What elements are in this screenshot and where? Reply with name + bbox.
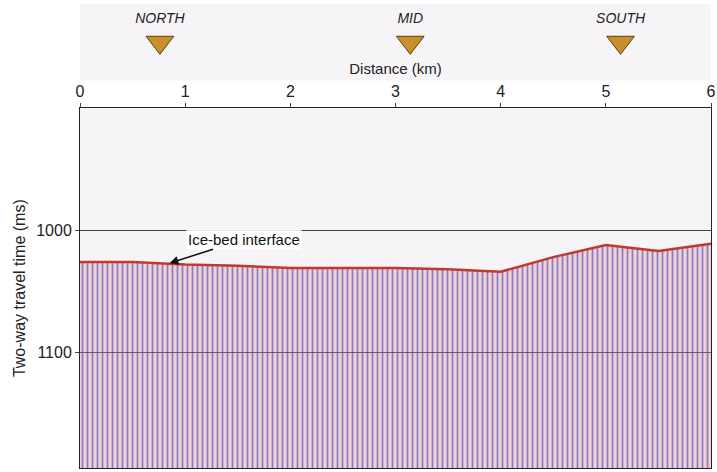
svg-text:NORTH: NORTH (135, 10, 185, 26)
svg-text:Distance (km): Distance (km) (349, 60, 442, 77)
svg-text:3: 3 (391, 83, 400, 100)
svg-text:Two-way travel time (ms): Two-way travel time (ms) (11, 199, 28, 377)
svg-text:MID: MID (397, 10, 423, 26)
svg-text:0: 0 (76, 83, 85, 100)
svg-text:1000: 1000 (36, 222, 72, 239)
svg-text:4: 4 (496, 83, 505, 100)
svg-text:5: 5 (601, 83, 610, 100)
svg-text:Ice-bed interface: Ice-bed interface (188, 231, 300, 248)
svg-text:6: 6 (707, 83, 716, 100)
svg-text:2: 2 (286, 83, 295, 100)
svg-text:1100: 1100 (37, 344, 72, 361)
svg-text:SOUTH: SOUTH (596, 10, 646, 26)
svg-text:1: 1 (181, 83, 190, 100)
